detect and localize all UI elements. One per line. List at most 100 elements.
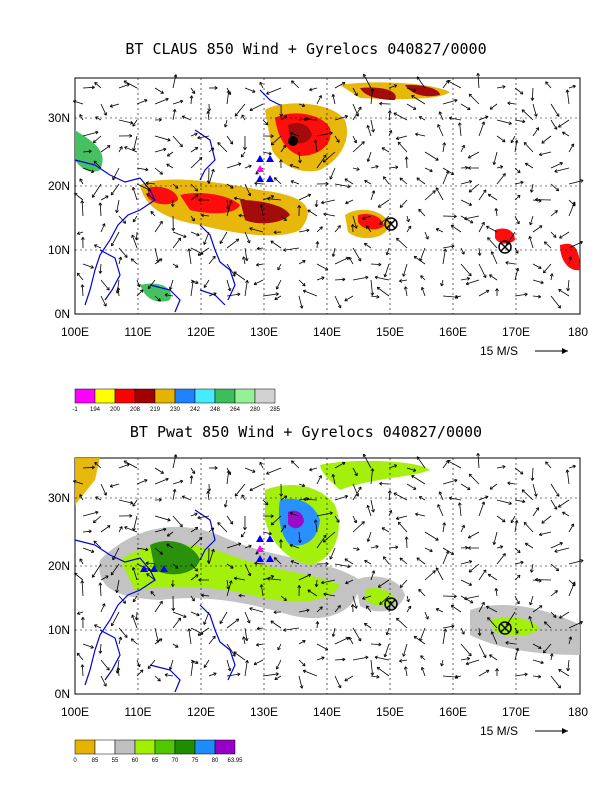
wind-arrow-head — [249, 227, 253, 231]
wind-arrow — [424, 190, 436, 201]
wind-arrow — [323, 531, 336, 543]
wind-arrow — [73, 480, 84, 485]
wind-arrow — [259, 462, 264, 469]
wind-arrow-head — [570, 143, 575, 147]
wind-arrow — [154, 627, 159, 643]
wind-arrow-head — [318, 95, 322, 99]
wind-arrow-head — [580, 559, 584, 563]
wind-arrow — [291, 460, 300, 469]
wind-arrow-head — [172, 489, 177, 493]
wind-arrow — [370, 190, 375, 201]
wind-arrow-head — [173, 74, 178, 78]
wind-arrow — [435, 228, 444, 233]
wind-arrow-head — [562, 131, 566, 135]
wind-arrow-head — [283, 597, 287, 602]
wind-arrow-head — [366, 605, 370, 609]
wind-arrow-head — [483, 569, 487, 573]
wind-arrow-head — [290, 180, 294, 184]
wind-arrow-head — [234, 113, 239, 117]
wind-arrow-head — [559, 235, 563, 239]
wind-arrow-head — [420, 275, 424, 279]
wind-arrow-head — [555, 113, 560, 117]
wind-arrow-head — [219, 620, 223, 624]
wind-arrow-head — [450, 171, 455, 175]
wind-arrow-head — [177, 237, 182, 242]
wind-arrow-head — [554, 549, 558, 553]
wind-arrow-head — [183, 614, 187, 619]
wind-arrow — [224, 499, 228, 508]
wind-arrow — [352, 141, 365, 153]
wind-arrow — [388, 110, 391, 121]
wind-arrow — [489, 483, 498, 490]
wind-arrow — [478, 602, 485, 613]
wind-arrow — [363, 453, 372, 469]
wind-arrow-head — [476, 72, 480, 77]
colorbar-label: 60 — [132, 758, 139, 764]
wind-arrow — [478, 501, 485, 517]
wind-arrow — [507, 102, 516, 105]
wind-arrow-head — [157, 678, 161, 682]
wind-arrow-head — [489, 106, 494, 110]
wind-arrow-head — [323, 592, 327, 597]
wind-arrow-head — [519, 471, 524, 475]
wind-arrow-head — [429, 548, 433, 553]
wind-arrow-head — [366, 158, 371, 162]
wind-arrow-head — [88, 149, 92, 154]
wind-arrow-head — [451, 624, 455, 629]
wind-arrow-head — [537, 294, 542, 299]
wind-arrow — [243, 256, 246, 265]
wind-arrow-head — [115, 589, 119, 593]
wind-arrow-head — [137, 283, 141, 288]
wind-arrow — [415, 133, 426, 137]
wind-arrow-head — [376, 286, 381, 291]
wind-arrow-head — [229, 521, 234, 525]
wind-arrow-head — [510, 519, 515, 524]
wind-arrow — [442, 245, 455, 249]
wind-arrow-head — [489, 274, 493, 278]
wind-arrow-head — [210, 527, 215, 531]
wind-arrow — [190, 133, 198, 137]
wind-arrow-head — [487, 193, 492, 198]
wind-arrow-head — [198, 578, 202, 582]
wind-arrow — [309, 467, 318, 471]
wind-arrow — [416, 456, 426, 469]
wind-arrow-head — [543, 269, 547, 274]
wind-arrow — [521, 109, 534, 121]
wind-arrow-head — [364, 179, 368, 184]
wind-arrow — [334, 82, 346, 89]
wind-arrow — [477, 453, 480, 469]
wind-arrow — [100, 675, 107, 687]
wind-arrow — [496, 135, 506, 143]
wind-arrow — [256, 627, 264, 630]
wind-arrow — [334, 675, 342, 689]
wind-arrow — [124, 146, 138, 153]
wind-arrow-head — [397, 521, 402, 526]
wind-arrow-head — [275, 286, 280, 290]
wind-arrow-head — [350, 224, 355, 228]
wind-arrow-head — [167, 517, 171, 522]
svg-text:110E: 110E — [124, 705, 151, 719]
wind-arrow-head — [348, 636, 352, 641]
wind-arrow — [132, 499, 138, 507]
wind-arrow — [316, 512, 333, 517]
wind-arrow-head — [80, 284, 85, 288]
wind-arrow — [167, 531, 174, 537]
wind-arrow — [532, 295, 541, 298]
wind-arrow-head — [235, 238, 240, 243]
wind-arrow-head — [362, 596, 366, 600]
wind-arrow — [568, 201, 576, 217]
wind-arrow-head — [558, 289, 562, 293]
wind-arrow — [226, 200, 232, 217]
wind-arrow — [568, 143, 575, 153]
wind-arrow — [465, 279, 480, 285]
wind-arrow-head — [502, 173, 506, 177]
wind-arrow — [208, 147, 215, 153]
wind-arrow-head — [323, 212, 327, 217]
wind-arrow — [352, 167, 360, 171]
wind-arrow-head — [522, 499, 526, 504]
wind-arrow-head — [502, 518, 506, 523]
wind-arrow-head — [457, 502, 462, 506]
wind-arrow — [226, 618, 239, 629]
wind-arrow-head — [565, 469, 570, 473]
wind-arrow — [435, 187, 444, 201]
